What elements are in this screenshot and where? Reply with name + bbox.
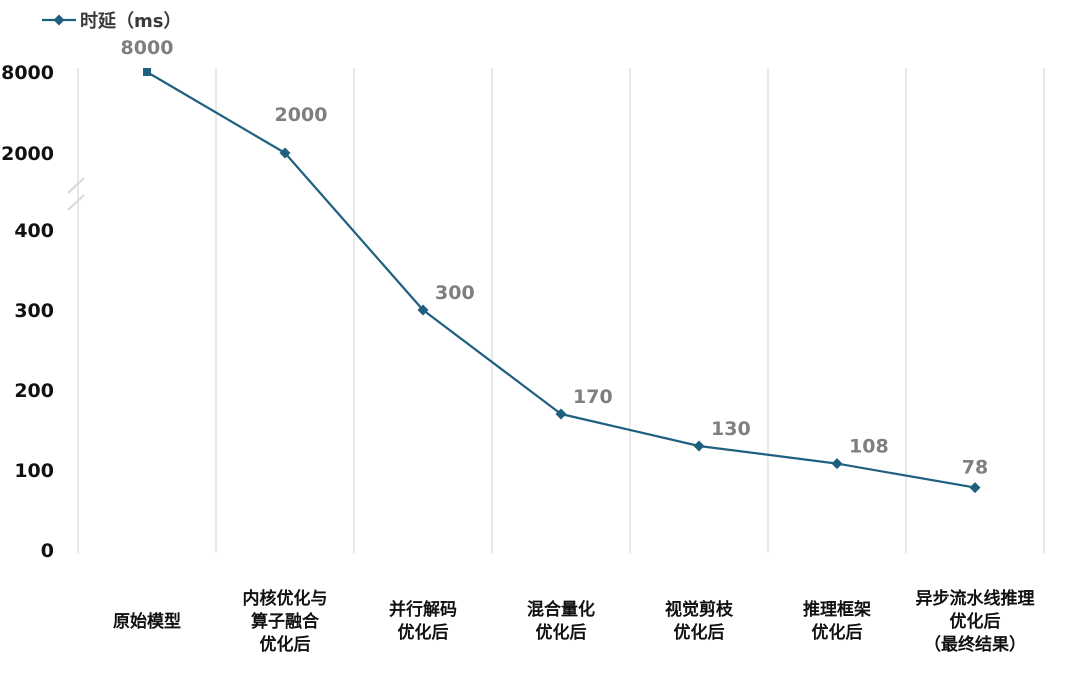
x-category-label: 混合量化 优化后: [527, 600, 595, 643]
legend-label: 时延（ms）: [80, 11, 181, 32]
y-tick-label: 300: [14, 300, 54, 322]
axis-break-icon: [67, 177, 85, 211]
data-point-marker: [831, 458, 843, 470]
data-label: 78: [962, 457, 988, 479]
gridlines: [77, 68, 1045, 553]
legend: 时延（ms）: [42, 11, 181, 32]
x-category-label: 并行解码 优化后: [389, 600, 457, 643]
data-point-marker: [279, 147, 291, 159]
y-tick-label: 0: [41, 540, 54, 562]
x-category-label: 推理框架 优化后: [803, 600, 871, 643]
data-label: 108: [849, 436, 889, 458]
legend-marker-icon: [53, 14, 65, 26]
data-labels: 8000 2000 300 170 130 108 78: [121, 37, 989, 479]
y-axis-ticks: 0 100 200 300 400 2000 8000: [1, 62, 54, 562]
data-label: 130: [711, 418, 751, 440]
data-label: 300: [435, 282, 475, 304]
data-markers: [143, 68, 981, 494]
y-tick-label: 100: [14, 460, 54, 482]
data-point-marker: [417, 304, 429, 316]
x-category-label: 原始模型: [113, 611, 181, 632]
data-label: 170: [573, 386, 613, 408]
x-category-label: 异步流水线推理 优化后 （最终结果）: [915, 588, 1035, 655]
data-point-marker: [969, 482, 981, 494]
data-point-marker: [143, 68, 151, 76]
latency-series-line: [146, 71, 976, 489]
x-category-label: 内核优化与 算子融合 优化后: [242, 588, 328, 655]
data-point-marker: [693, 440, 705, 452]
y-tick-label: 400: [14, 220, 54, 242]
data-label: 2000: [275, 104, 328, 126]
y-tick-label: 8000: [1, 62, 54, 84]
y-tick-label: 2000: [1, 143, 54, 165]
x-category-label: 视觉剪枝 优化后: [665, 600, 733, 643]
data-point-marker: [555, 408, 567, 420]
data-label: 8000: [121, 37, 174, 59]
y-tick-label: 200: [14, 380, 54, 402]
